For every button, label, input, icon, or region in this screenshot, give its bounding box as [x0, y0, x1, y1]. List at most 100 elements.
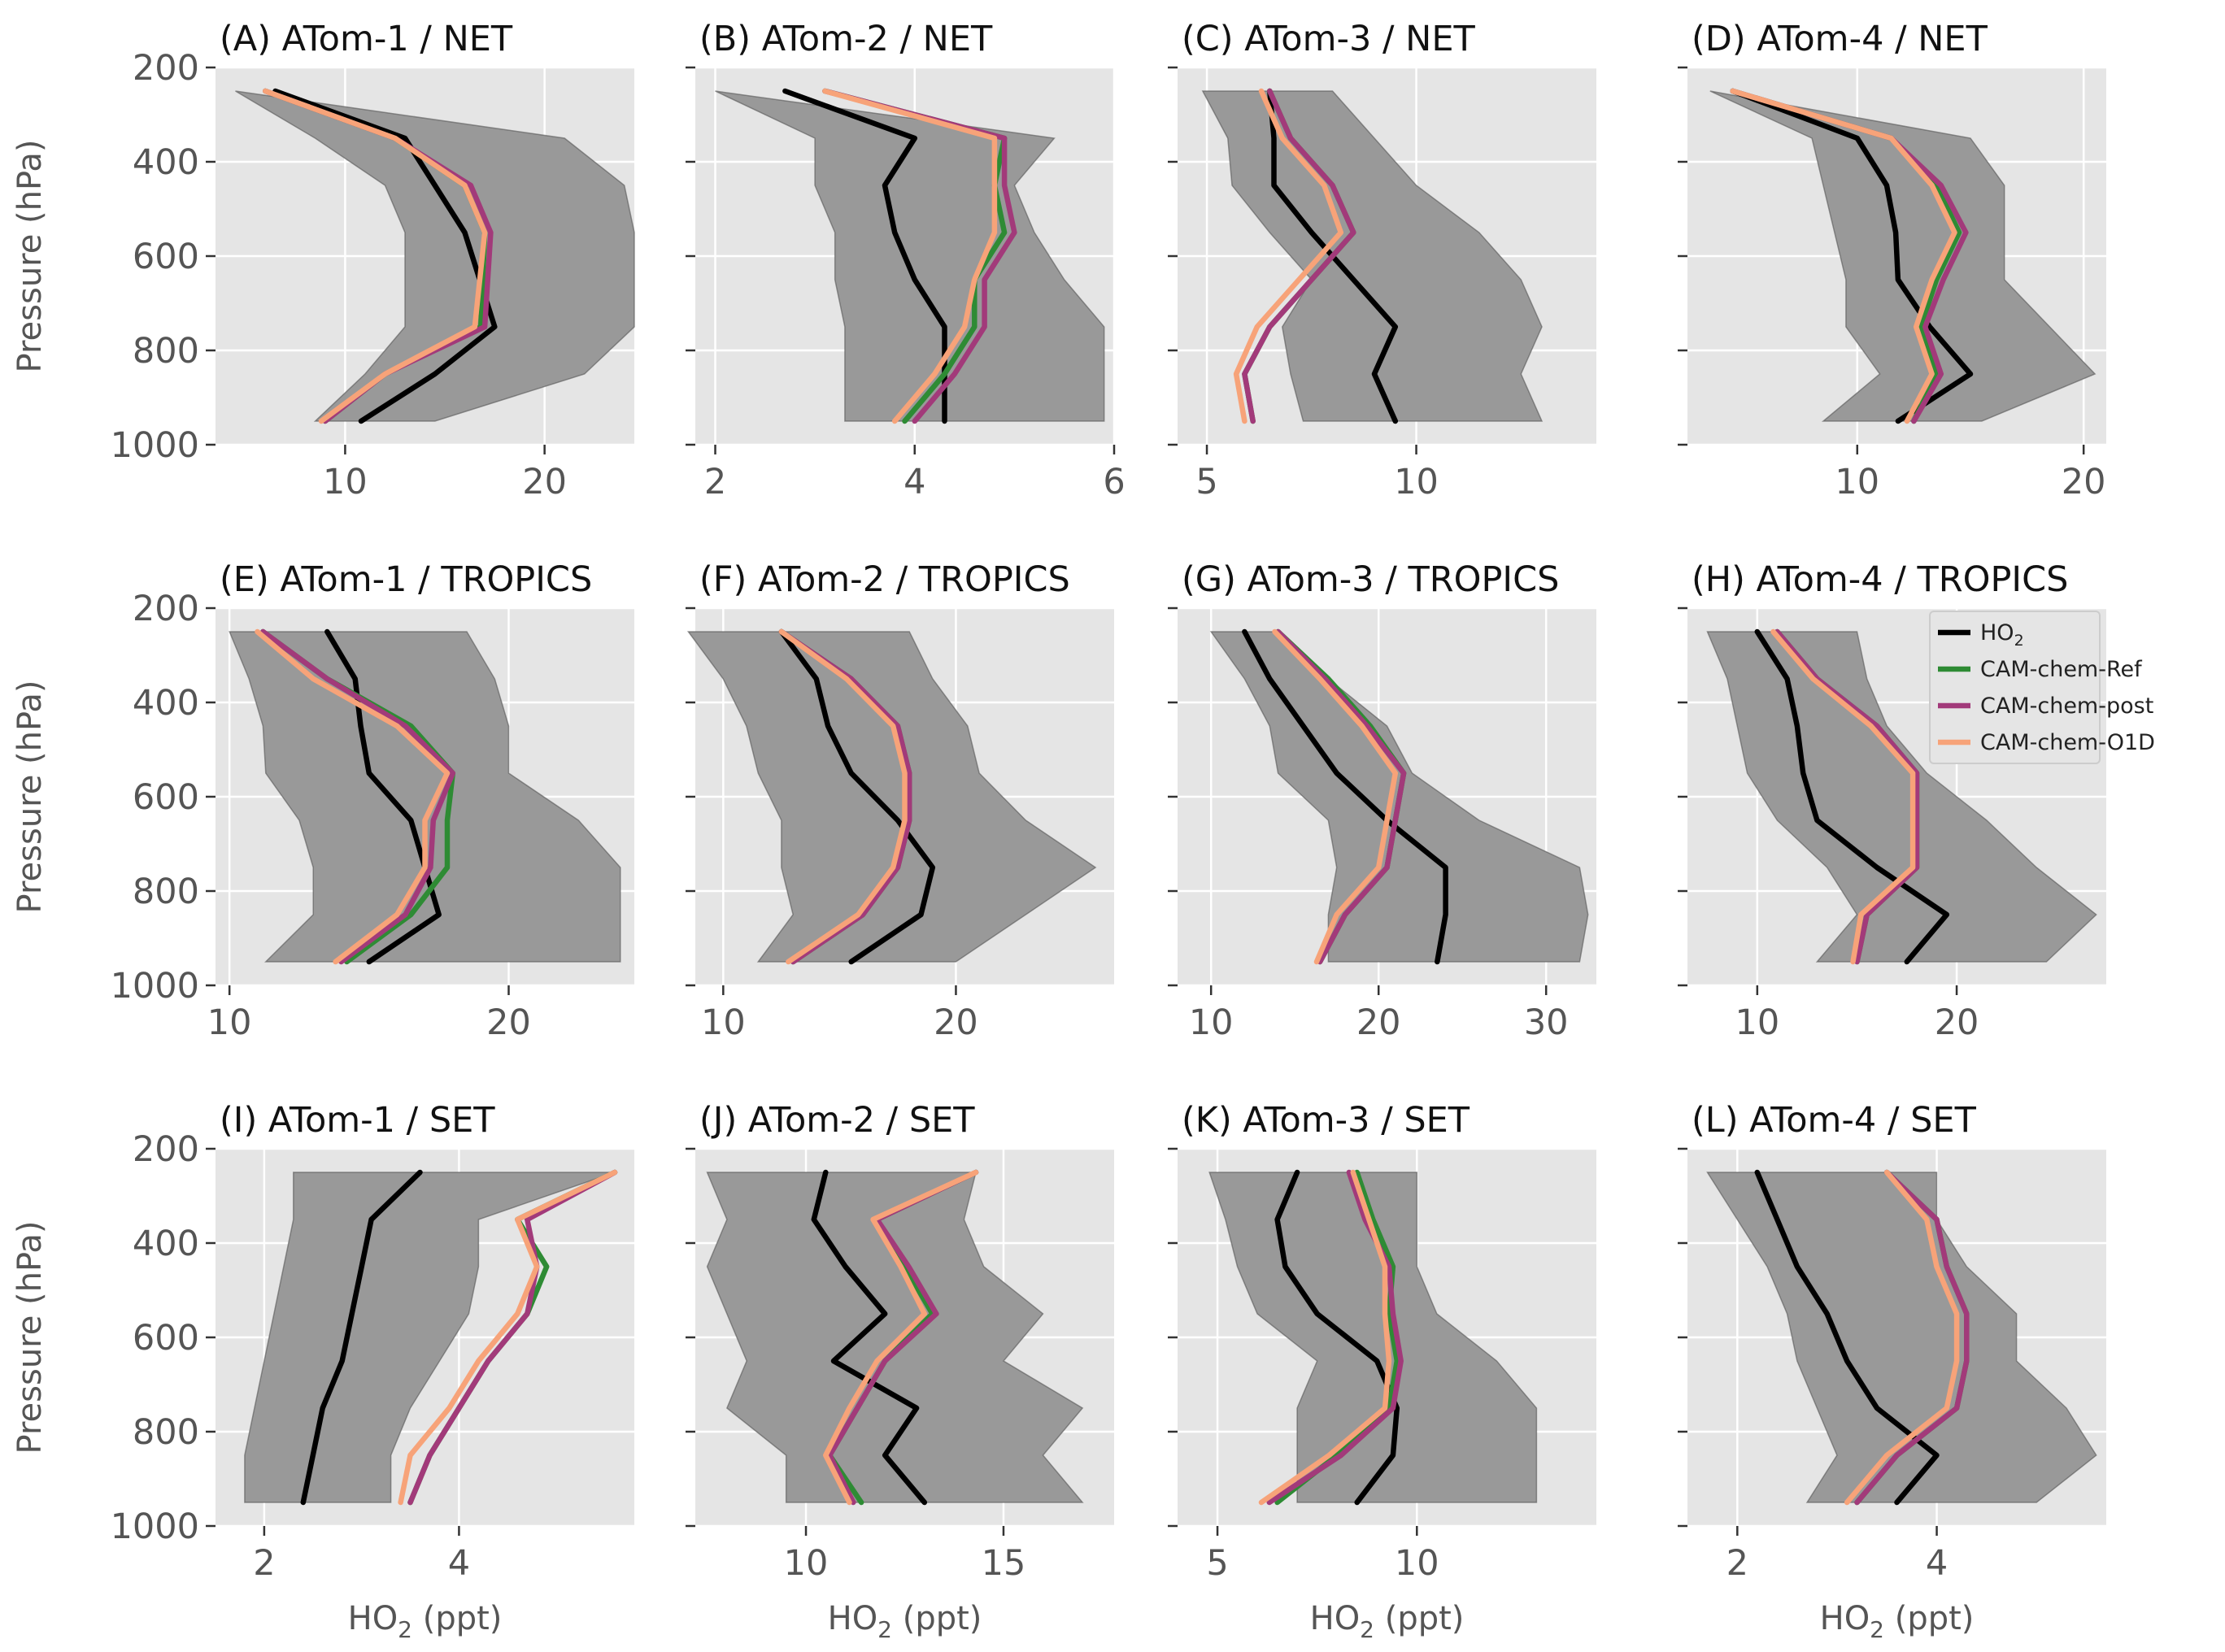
x-tick-label: 10	[1835, 462, 1879, 502]
y-tick-label: 600	[133, 1318, 199, 1359]
series-line-cam-chem-o1d	[398, 1169, 618, 1506]
spread-band	[1706, 631, 2097, 963]
series-line-cam-chem-o1d	[1233, 88, 1344, 424]
series-line-ho2	[1274, 1169, 1400, 1506]
series-line-cam-chem-post	[1774, 628, 1920, 965]
x-tick-label: 20	[486, 1002, 531, 1043]
y-tick-label: 400	[133, 1224, 199, 1264]
series-line-cam-chem-o1d	[255, 628, 451, 965]
series-line-ho2	[1242, 628, 1448, 965]
x-axis-label-sub: 2	[877, 1616, 892, 1643]
panel-title: (B) ATom-2 / NET	[699, 19, 993, 59]
series-line-cam-chem-ref	[1274, 1169, 1400, 1506]
x-tick-label: 10	[1395, 1543, 1439, 1584]
x-axis-label-main: HO	[348, 1600, 398, 1637]
x-tick-label: 10	[1735, 1002, 1779, 1043]
spread-band	[1208, 1172, 1538, 1503]
panel-10: 10 15 (J) ATom-2 / SET HO2 (ppt)	[686, 1100, 1114, 1643]
panel-2: 2 4 6 (B) ATom-2 / NET	[686, 19, 1126, 502]
x-axis-label-main: HO	[828, 1600, 878, 1637]
series-line-cam-chem-post	[1242, 88, 1356, 424]
legend-label-sub: 2	[2014, 632, 2024, 650]
panel-title: (H) ATom-4 / TROPICS	[1692, 559, 2068, 600]
panel-title: (J) ATom-2 / SET	[699, 1100, 975, 1141]
y-axis-label: Pressure (hPa)	[11, 140, 49, 373]
y-tick-label: 600	[133, 237, 199, 277]
x-tick-label: 20	[2062, 462, 2106, 502]
panel-title: (D) ATom-4 / NET	[1692, 19, 1988, 59]
x-axis-label: HO2 (ppt)	[348, 1600, 503, 1643]
series-line-cam-chem-o1d	[1272, 628, 1399, 965]
panel-title: (E) ATom-1 / TROPICS	[220, 559, 592, 600]
legend-item: HO2	[1938, 620, 2024, 650]
y-tick-label: 1000	[111, 425, 199, 466]
series-line-cam-chem-post	[822, 88, 1017, 424]
y-tick-label: 600	[133, 777, 199, 818]
series-line-ho2	[782, 88, 947, 424]
y-tick-label: 800	[133, 1412, 199, 1453]
x-tick-label: 2	[1726, 1543, 1748, 1584]
legend-label: CAM-chem-Ref	[1980, 657, 2143, 682]
legend-label-main: CAM-chem-O1D	[1980, 730, 2155, 755]
x-tick-label: 30	[1524, 1002, 1569, 1043]
panel-title: (L) ATom-4 / SET	[1692, 1100, 1977, 1141]
legend-label-main: HO	[1980, 620, 2014, 646]
y-tick-label: 200	[133, 1129, 199, 1170]
x-axis-label: HO2 (ppt)	[1310, 1600, 1465, 1643]
series-line-ho2	[1730, 88, 1974, 424]
x-axis-label-tail: (ppt)	[1374, 1600, 1464, 1637]
legend-label: HO2	[1980, 620, 2024, 650]
x-tick-label: 2	[704, 462, 726, 502]
legend-item: CAM-chem-post	[1938, 693, 2153, 719]
panel-4: 10 20 (D) ATom-4 / NET	[1678, 19, 2106, 502]
series-line-cam-chem-o1d	[1770, 628, 1916, 965]
x-axis-label-tail: (ppt)	[412, 1600, 502, 1637]
x-tick-label: 2	[253, 1543, 275, 1584]
x-tick-label: 20	[1935, 1002, 1979, 1043]
series-line-ho2	[272, 88, 498, 424]
spread-band	[229, 631, 621, 963]
legend-label: CAM-chem-post	[1980, 693, 2153, 719]
x-axis-label-tail: (ppt)	[892, 1600, 982, 1637]
x-tick-label: 10	[784, 1543, 829, 1584]
x-axis-label-tail: (ppt)	[1884, 1600, 1974, 1637]
spread-band	[1706, 1172, 2097, 1503]
x-axis-label: HO2 (ppt)	[1820, 1600, 1975, 1643]
x-tick-label: 20	[522, 462, 567, 502]
panel-title: (A) ATom-1 / NET	[220, 19, 513, 59]
panel-title: (I) ATom-1 / SET	[220, 1100, 495, 1141]
x-tick-label: 4	[448, 1543, 470, 1584]
spread-band	[1201, 90, 1544, 422]
y-tick-label: 200	[133, 589, 199, 629]
y-tick-label: 800	[133, 872, 199, 912]
series-line-ho2	[300, 1169, 423, 1506]
legend-label-main: CAM-chem-Ref	[1980, 657, 2143, 682]
spread-band	[235, 90, 635, 422]
panel-title: (G) ATom-3 / TROPICS	[1182, 559, 1559, 600]
series-line-cam-chem-o1d	[778, 628, 908, 965]
x-axis-label-sub: 2	[398, 1616, 412, 1643]
y-tick-label: 800	[133, 331, 199, 372]
series-line-cam-chem-post	[407, 1169, 618, 1506]
series-line-ho2	[1754, 1169, 1940, 1506]
legend-box	[1929, 611, 2101, 764]
x-tick-label: 5	[1195, 462, 1217, 502]
series-line-cam-chem-o1d	[263, 88, 488, 424]
panel-7: 10 20 30 (G) ATom-3 / TROPICS	[1168, 559, 1596, 1043]
x-axis-label-main: HO	[1820, 1600, 1870, 1637]
spread-band	[706, 1172, 1084, 1503]
series-line-ho2	[811, 1169, 928, 1506]
y-axis-label: Pressure (hPa)	[11, 680, 49, 914]
panel-3: 5 10 (C) ATom-3 / NET	[1168, 19, 1596, 502]
x-tick-label: 10	[323, 462, 368, 502]
panel-1: 200 400 600 800 1000 10 20 (A) ATom-1 / NET Pres…	[11, 19, 635, 502]
legend-item: CAM-chem-O1D	[1938, 730, 2155, 755]
series-line-ho2	[1754, 628, 1950, 965]
panel-title: (C) ATom-3 / NET	[1182, 19, 1476, 59]
series-line-ho2	[324, 628, 442, 965]
y-tick-label: 200	[133, 48, 199, 89]
y-axis-label: Pressure (hPa)	[11, 1221, 49, 1454]
